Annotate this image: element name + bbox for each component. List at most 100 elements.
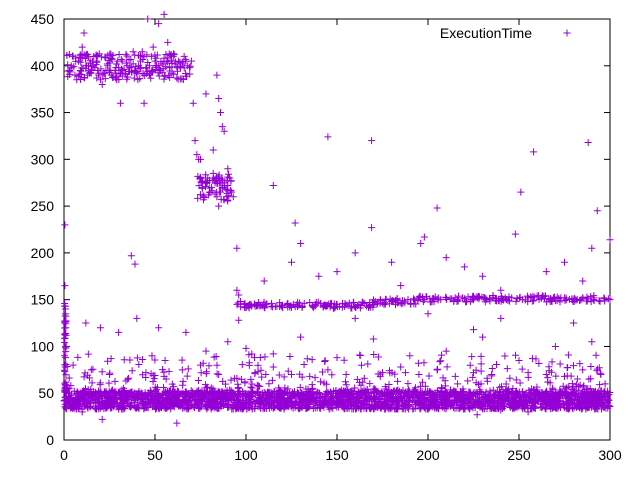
dense-band-points — [60, 50, 614, 413]
x-tick-label: 150 — [325, 447, 349, 463]
data-point — [530, 148, 538, 156]
data-point — [584, 138, 592, 146]
x-tick-label: 50 — [147, 447, 163, 463]
data-point — [415, 371, 423, 379]
data-point — [360, 374, 368, 382]
data-point — [164, 38, 172, 46]
data-point — [193, 151, 201, 159]
data-point — [479, 272, 487, 280]
data-point — [87, 366, 95, 374]
data-point — [551, 342, 559, 350]
data-point — [597, 371, 605, 379]
data-point — [233, 286, 241, 294]
data-point — [182, 328, 190, 336]
data-point — [82, 319, 90, 327]
data-point — [579, 366, 587, 374]
data-point — [269, 363, 277, 371]
data-point — [333, 354, 341, 362]
data-point — [155, 324, 163, 332]
data-point — [80, 29, 88, 37]
data-point — [209, 146, 217, 154]
data-point — [202, 347, 210, 355]
data-point — [269, 182, 277, 190]
data-point — [420, 233, 428, 241]
data-point — [570, 319, 578, 327]
data-point — [315, 272, 323, 280]
data-point — [215, 95, 223, 103]
y-tick-label: 100 — [31, 338, 55, 354]
data-point — [470, 326, 477, 334]
data-point — [342, 371, 350, 379]
data-point — [202, 90, 210, 98]
data-point — [548, 389, 556, 397]
data-point — [442, 347, 450, 355]
y-tick-label: 300 — [31, 151, 55, 167]
data-point — [71, 71, 79, 79]
data-point — [138, 48, 146, 56]
data-point — [69, 361, 77, 369]
y-tick-label: 250 — [31, 198, 55, 214]
data-point — [233, 244, 241, 252]
data-point — [515, 356, 523, 364]
data-point — [140, 99, 148, 107]
data-point — [98, 415, 106, 423]
data-point — [173, 419, 181, 427]
data-point — [542, 268, 550, 276]
data-point — [215, 371, 223, 379]
data-point — [606, 296, 614, 304]
data-point — [375, 394, 383, 402]
y-tick-label: 400 — [31, 58, 55, 74]
x-tick-label: 300 — [598, 447, 622, 463]
data-point — [144, 15, 152, 23]
data-point — [115, 328, 123, 336]
x-tick-label: 250 — [507, 447, 531, 463]
data-point — [542, 371, 550, 379]
data-point — [460, 263, 468, 271]
data-point — [406, 352, 414, 360]
data-point — [178, 366, 186, 374]
y-axis: 0 50 100 150 200 250 300 350 400 450 — [31, 11, 610, 448]
data-point — [459, 294, 467, 302]
data-point — [588, 338, 596, 346]
data-point — [351, 249, 359, 257]
data-point — [397, 282, 405, 290]
data-point — [98, 80, 106, 88]
data-point — [479, 333, 487, 341]
data-point — [224, 338, 232, 346]
data-point — [149, 43, 157, 51]
data-point — [506, 374, 514, 382]
data-point — [175, 57, 183, 65]
data-point — [288, 371, 295, 379]
data-point — [579, 277, 587, 285]
data-point — [224, 165, 232, 173]
data-point — [404, 296, 412, 304]
data-point — [606, 236, 614, 244]
data-point — [235, 316, 243, 324]
data-point — [127, 252, 135, 260]
data-point — [133, 314, 141, 322]
y-tick-label: 150 — [31, 292, 55, 308]
x-axis: 0 50 100 150 200 250 300 — [60, 19, 622, 463]
data-point — [306, 372, 314, 380]
x-tick-label: 100 — [234, 447, 258, 463]
data-point — [351, 314, 359, 322]
data-point — [229, 193, 237, 201]
data-point — [61, 282, 69, 290]
data-point — [189, 99, 197, 107]
data-point — [124, 375, 132, 383]
data-point — [242, 344, 250, 352]
data-point — [397, 363, 405, 371]
data-point — [155, 20, 163, 28]
data-point — [187, 57, 195, 65]
data-point — [220, 127, 228, 135]
data-point — [269, 350, 277, 358]
data-point — [368, 224, 376, 232]
series-executiontime-points — [60, 10, 614, 427]
data-point — [197, 155, 204, 163]
data-point — [593, 207, 601, 215]
y-tick-label: 350 — [31, 105, 55, 121]
data-point — [218, 123, 226, 131]
data-point — [96, 324, 104, 332]
data-point — [511, 230, 519, 238]
data-point — [561, 258, 568, 266]
